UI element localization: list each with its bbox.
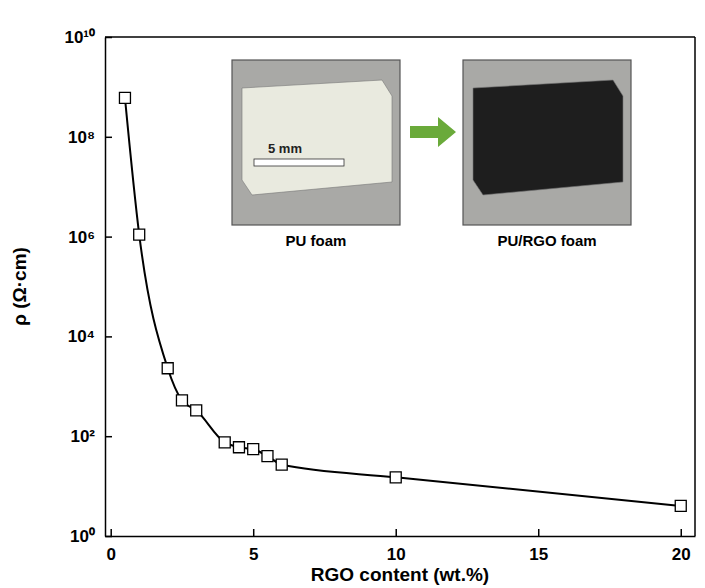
y-tick-mark [105, 536, 112, 538]
x-tick-mark [395, 529, 397, 536]
x-tick-label: 20 [672, 545, 691, 564]
y-tick-label: 10¹⁰ [64, 28, 95, 47]
x-tick-label: 15 [529, 545, 548, 564]
photo-label: PU foam [286, 232, 347, 249]
y-tick-mark [105, 336, 112, 338]
y-tick-label: 10⁸ [68, 128, 95, 147]
x-tick: 0 [106, 529, 115, 564]
chart: 0 5 10 15 20 10⁰ 10² 10⁴ 10⁶ 10⁸ 10¹⁰ RGO content (… [0, 0, 705, 588]
x-axis-title: RGO content (wt.%) [311, 564, 489, 585]
data-point [233, 442, 244, 453]
data-point [119, 92, 130, 103]
x-tick-mark [110, 529, 112, 536]
data-point [248, 444, 259, 455]
frame-top [105, 36, 695, 38]
data-point [134, 229, 145, 240]
inset: 5 mm PU foam PU/RGO foam [232, 60, 631, 249]
data-line [125, 98, 681, 506]
plot-area [119, 92, 686, 511]
photo-frame [463, 60, 631, 225]
scale-label: 5 mm [268, 141, 302, 156]
x-tick-mark [538, 529, 540, 536]
y-tick: 10¹⁰ [64, 28, 112, 47]
x-axis-line [106, 536, 696, 538]
arrow [410, 117, 456, 147]
photo-pu [232, 60, 400, 225]
y-tick-mark [105, 436, 112, 438]
y-tick: 10⁴ [68, 327, 112, 346]
data-point [262, 451, 273, 462]
x-tick: 10 [387, 529, 406, 564]
data-point [675, 500, 686, 511]
y-tick: 10⁶ [68, 228, 112, 247]
data-point [219, 437, 230, 448]
photo-label: PU/RGO foam [497, 232, 596, 249]
y-tick-label: 10⁴ [68, 327, 95, 346]
y-axis: 10⁰ 10² 10⁴ 10⁶ 10⁸ 10¹⁰ [64, 28, 112, 546]
data-point [276, 459, 287, 470]
y-tick-label: 10² [70, 427, 95, 446]
y-tick-mark [105, 236, 112, 238]
data-point [176, 395, 187, 406]
y-axis-title: ρ (Ω·cm) [9, 247, 30, 326]
y-tick-label: 10⁰ [70, 527, 95, 546]
y-tick: 10² [70, 427, 112, 446]
foam [473, 80, 623, 195]
photo-frame [232, 60, 400, 225]
x-tick: 20 [672, 529, 691, 564]
x-tick-label: 0 [106, 545, 115, 564]
y-tick-mark [105, 137, 112, 139]
data-point [390, 472, 401, 483]
y-tick: 10⁸ [68, 128, 112, 147]
x-tick-label: 10 [387, 545, 406, 564]
x-axis: 0 5 10 15 20 [106, 529, 696, 564]
y-tick-label: 10⁶ [68, 228, 95, 247]
x-tick-label: 5 [249, 545, 258, 564]
data-point [162, 363, 173, 374]
foam [242, 80, 392, 195]
x-tick-mark [253, 529, 255, 536]
y-axis-line [105, 38, 107, 537]
y-tick: 10⁰ [70, 527, 112, 546]
x-tick: 5 [249, 529, 258, 564]
photo-pu-rgo [463, 60, 631, 225]
scale-bar [254, 159, 344, 166]
x-tick-mark [680, 529, 682, 536]
x-tick: 15 [529, 529, 548, 564]
frame-right [694, 37, 696, 536]
data-point [191, 405, 202, 416]
